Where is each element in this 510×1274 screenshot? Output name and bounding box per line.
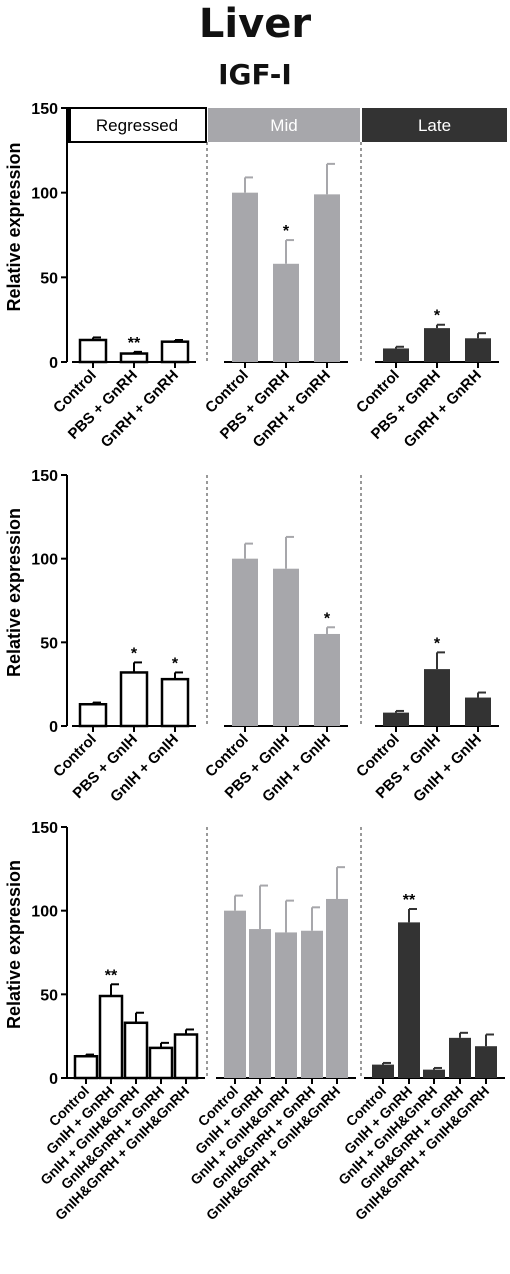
y-tick-label: 0 bbox=[49, 719, 58, 736]
significance-marker: * bbox=[283, 223, 290, 240]
figure-title: Liver bbox=[198, 1, 312, 47]
bar bbox=[232, 192, 258, 362]
y-axis-title: Relative expression bbox=[4, 142, 24, 311]
bar bbox=[449, 1037, 471, 1078]
y-tick-label: 50 bbox=[40, 635, 58, 652]
bar bbox=[119, 352, 149, 364]
bar bbox=[119, 671, 149, 728]
y-tick-label: 0 bbox=[49, 355, 58, 372]
y-tick-label: 150 bbox=[31, 101, 58, 118]
bar bbox=[465, 338, 491, 362]
significance-marker: * bbox=[172, 655, 179, 672]
bar bbox=[273, 263, 299, 362]
y-tick-label: 50 bbox=[40, 987, 58, 1004]
significance-marker: ** bbox=[105, 967, 118, 984]
significance-marker: ** bbox=[128, 335, 141, 352]
bar bbox=[424, 669, 450, 726]
bar bbox=[78, 702, 108, 728]
bar bbox=[372, 1064, 394, 1078]
y-axis-title: Relative expression bbox=[4, 508, 24, 677]
bar bbox=[383, 348, 409, 362]
y-tick-label: 100 bbox=[31, 552, 58, 569]
bar bbox=[160, 677, 190, 728]
y-tick-label: 150 bbox=[31, 468, 58, 485]
bar bbox=[475, 1046, 497, 1078]
bar bbox=[148, 1046, 174, 1080]
y-tick-label: 100 bbox=[31, 904, 58, 921]
phase-header-regressed bbox=[67, 107, 207, 143]
y-axis-title: Relative expression bbox=[4, 860, 24, 1029]
significance-marker: ** bbox=[403, 892, 416, 909]
bar bbox=[160, 340, 190, 364]
y-tick-label: 0 bbox=[49, 1071, 58, 1088]
phase-label-late: Late bbox=[418, 116, 451, 135]
bar bbox=[249, 929, 271, 1078]
y-tick-label: 50 bbox=[40, 270, 58, 287]
bar bbox=[326, 898, 348, 1078]
bar bbox=[123, 1021, 149, 1080]
bar bbox=[78, 338, 108, 364]
phase-header-late bbox=[362, 108, 507, 142]
bar bbox=[73, 1054, 99, 1080]
phase-label-regressed: Regressed bbox=[96, 116, 178, 135]
bar bbox=[423, 1069, 445, 1078]
bar bbox=[173, 1033, 199, 1080]
phase-header-mid bbox=[208, 108, 360, 142]
phase-label-mid: Mid bbox=[270, 116, 297, 135]
bar bbox=[314, 194, 340, 362]
bar bbox=[301, 930, 323, 1078]
bar bbox=[465, 697, 491, 726]
bar bbox=[383, 712, 409, 726]
bar bbox=[275, 932, 297, 1078]
significance-marker: * bbox=[131, 645, 138, 662]
y-tick-label: 100 bbox=[31, 186, 58, 203]
bar bbox=[98, 994, 124, 1080]
significance-marker: * bbox=[434, 308, 441, 325]
bar bbox=[314, 633, 340, 726]
bar bbox=[398, 922, 420, 1078]
bar bbox=[232, 558, 258, 726]
bar bbox=[273, 568, 299, 726]
bar bbox=[224, 910, 246, 1078]
bar bbox=[424, 328, 450, 362]
significance-marker: * bbox=[324, 610, 331, 627]
y-tick-label: 150 bbox=[31, 820, 58, 837]
significance-marker: * bbox=[434, 635, 441, 652]
figure-subtitle: IGF-I bbox=[218, 58, 292, 91]
